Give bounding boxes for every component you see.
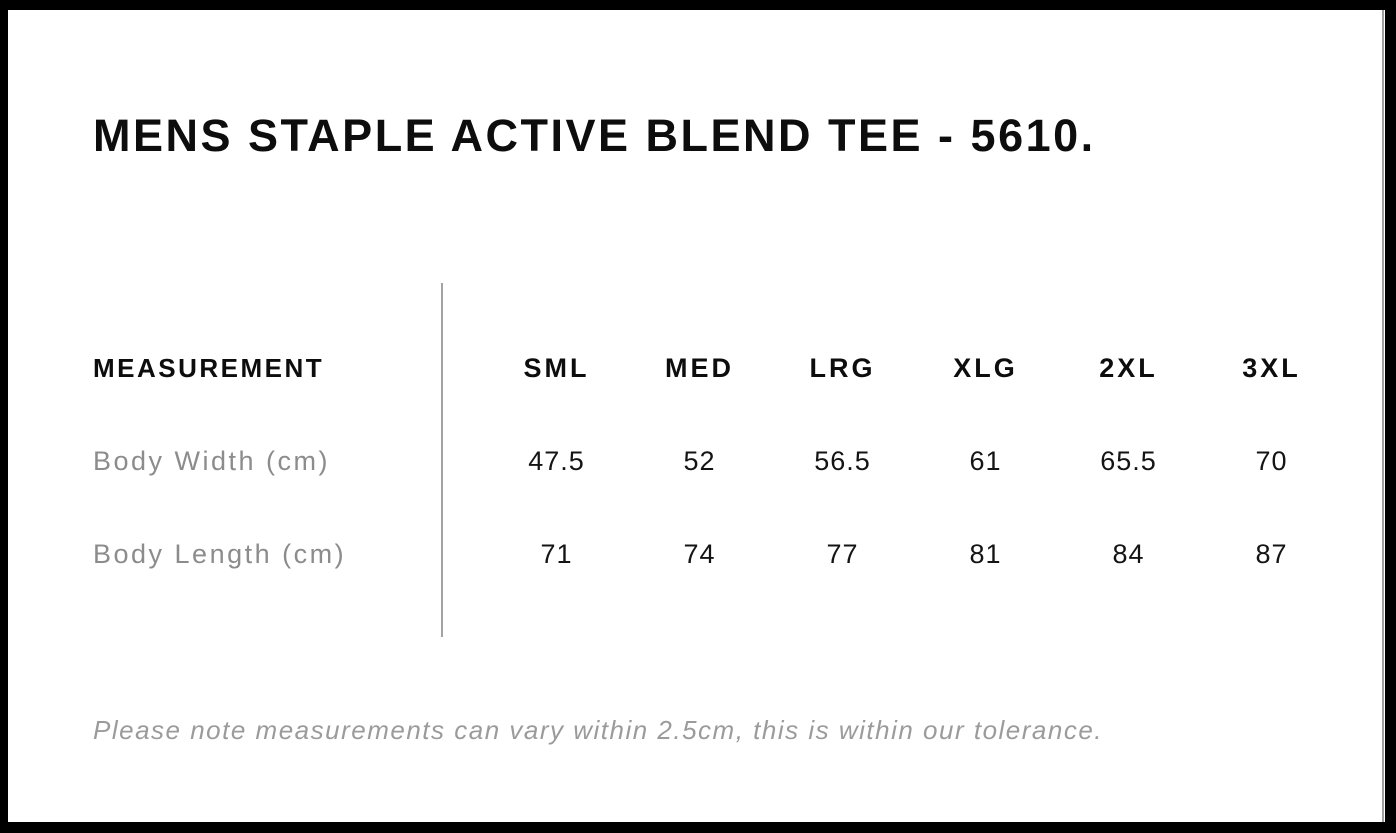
- body-width-2xl-value: 65.5: [1100, 446, 1157, 476]
- body-width-3xl-value: 70: [1255, 446, 1288, 476]
- body-length-med-value: 74: [683, 539, 716, 569]
- body-length-sml-value: 71: [540, 539, 573, 569]
- body-width-sml-value: 47.5: [528, 446, 585, 476]
- column-header-xlg: XLG: [953, 353, 1018, 383]
- tolerance-note: Please note measurements can vary within…: [93, 715, 1104, 745]
- row-label-body-width: Body Width (cm): [93, 446, 331, 476]
- column-header-sml: SML: [523, 353, 590, 383]
- body-length-3xl-value: 87: [1255, 539, 1288, 569]
- body-width-med-value: 52: [683, 446, 716, 476]
- column-header-lrg: LRG: [809, 353, 876, 383]
- column-header-3xl: 3XL: [1242, 353, 1301, 383]
- body-width-xlg-value: 61: [969, 446, 1002, 476]
- size-table: MEASUREMENT SML MED LRG XLG 2XL 3XL Body…: [93, 322, 1343, 601]
- body-length-xlg-value: 81: [969, 539, 1002, 569]
- body-length-2xl-value: 84: [1112, 539, 1145, 569]
- scan-artifact-line: [1382, 10, 1384, 822]
- body-length-lrg-value: 77: [826, 539, 859, 569]
- product-title: MENS STAPLE ACTIVE BLEND TEE - 5610.: [93, 110, 1096, 161]
- column-header-measurement: MEASUREMENT: [93, 353, 325, 383]
- table-divider-line: [441, 283, 443, 637]
- row-label-body-length: Body Length (cm): [93, 539, 347, 569]
- column-header-2xl: 2XL: [1099, 353, 1158, 383]
- column-header-med: MED: [665, 353, 734, 383]
- body-width-lrg-value: 56.5: [814, 446, 871, 476]
